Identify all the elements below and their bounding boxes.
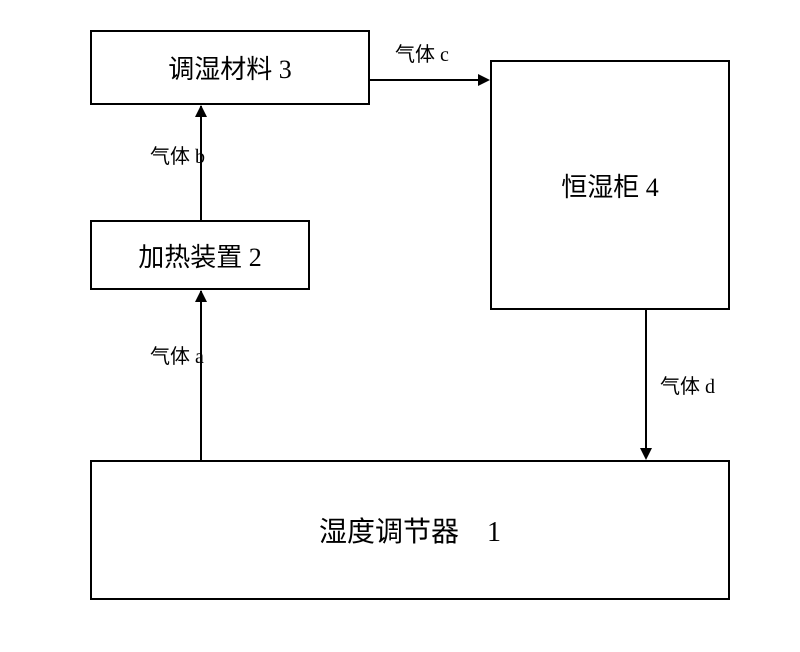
node-humidity-material-label: 调湿材料 3 [168, 49, 292, 86]
node-humidity-regulator: 湿度调节器 1 [90, 460, 730, 600]
edge-d-line [645, 310, 647, 450]
node-humidity-regulator-label: 湿度调节器 1 [319, 510, 501, 550]
node-humidity-material: 调湿材料 3 [90, 30, 370, 105]
edge-b-label: 气体 b [150, 140, 205, 169]
node-heating-device: 加热装置 2 [90, 220, 310, 290]
edge-c-arrowhead [478, 74, 490, 86]
node-humidity-cabinet: 恒湿柜 4 [490, 60, 730, 310]
edge-d-arrowhead [640, 448, 652, 460]
node-humidity-cabinet-label: 恒湿柜 4 [561, 167, 659, 204]
node-heating-device-label: 加热装置 2 [138, 237, 262, 274]
edge-a-label: 气体 a [150, 340, 204, 369]
edge-a-arrowhead [195, 290, 207, 302]
edge-b-arrowhead [195, 105, 207, 117]
edge-a-line [200, 291, 202, 460]
edge-c-label: 气体 c [395, 38, 449, 67]
edge-d-label: 气体 d [660, 370, 715, 399]
edge-c-line [370, 79, 480, 81]
